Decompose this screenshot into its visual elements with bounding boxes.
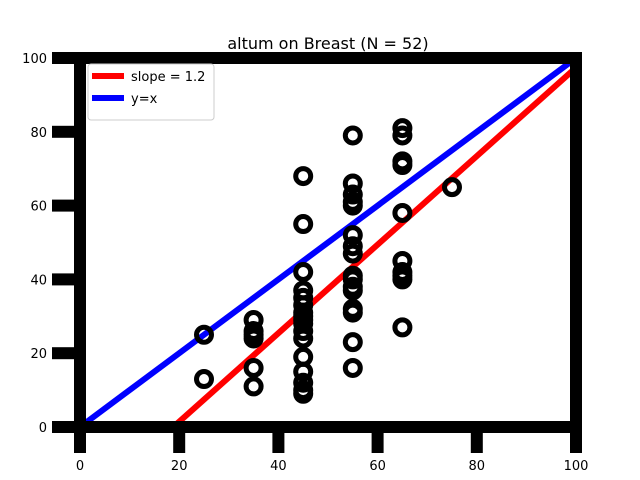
data-point (342, 173, 363, 194)
x-tick-label: 40 (270, 459, 287, 474)
data-point (243, 357, 264, 378)
y-tick-label: 80 (30, 126, 47, 141)
data-point (243, 376, 264, 397)
data-point (442, 177, 462, 198)
data-point (293, 166, 314, 187)
data-point (342, 269, 363, 290)
data-point (392, 202, 413, 223)
y-tick (52, 125, 80, 138)
data-point (243, 324, 264, 345)
data-point (194, 324, 214, 345)
series-line-1 (171, 65, 578, 430)
data-point (392, 317, 413, 338)
y-tick-label: 40 (30, 273, 47, 288)
data-point (293, 313, 314, 334)
y-tick (52, 52, 80, 64)
data-point (293, 383, 314, 404)
x-tick (74, 427, 86, 453)
data-point (342, 280, 363, 301)
y-tick-label: 20 (30, 347, 47, 362)
data-point (194, 369, 214, 390)
x-tick (272, 427, 285, 453)
data-point (342, 225, 363, 246)
legend: slope = 1.2 y=x (87, 63, 215, 121)
chart-title: altum on Breast (N = 52) (227, 34, 428, 53)
legend-label: y=x (131, 92, 158, 107)
data-point (342, 243, 363, 264)
data-point (342, 357, 363, 378)
plot-area: 0 20 40 60 80 100 0 20 40 60 80 100 (22, 52, 588, 474)
data-point (293, 287, 314, 308)
x-tick (470, 427, 483, 453)
data-point (392, 155, 413, 176)
x-tick-label: 0 (76, 459, 84, 474)
x-tick-label: 60 (369, 459, 386, 474)
y-tick (52, 273, 80, 286)
data-point (293, 372, 314, 393)
y-tick-label: 100 (22, 52, 47, 67)
data-point (293, 361, 314, 382)
x-tick (173, 427, 186, 453)
legend-label: slope = 1.2 (131, 70, 205, 85)
data-point (392, 118, 413, 139)
data-point (293, 214, 314, 235)
data-point (342, 236, 363, 257)
y-tick (52, 421, 80, 433)
data-point (293, 262, 314, 283)
x-tick (371, 427, 384, 453)
y-tick (52, 199, 80, 212)
data-point (342, 195, 363, 216)
data-point (392, 269, 413, 290)
y-tick-label: 60 (30, 200, 47, 215)
series-line-2 (78, 55, 578, 430)
data-point (342, 302, 363, 323)
x-tick-label: 100 (564, 459, 589, 474)
x-tick-label: 80 (469, 459, 486, 474)
y-tick-label: 0 (39, 421, 47, 436)
x-tick (570, 427, 582, 453)
x-tick-label: 20 (171, 459, 188, 474)
data-point (342, 184, 363, 205)
data-point (392, 125, 413, 146)
data-point (342, 125, 363, 146)
y-tick (52, 347, 80, 360)
data-point (342, 332, 363, 353)
data-point (293, 306, 314, 327)
